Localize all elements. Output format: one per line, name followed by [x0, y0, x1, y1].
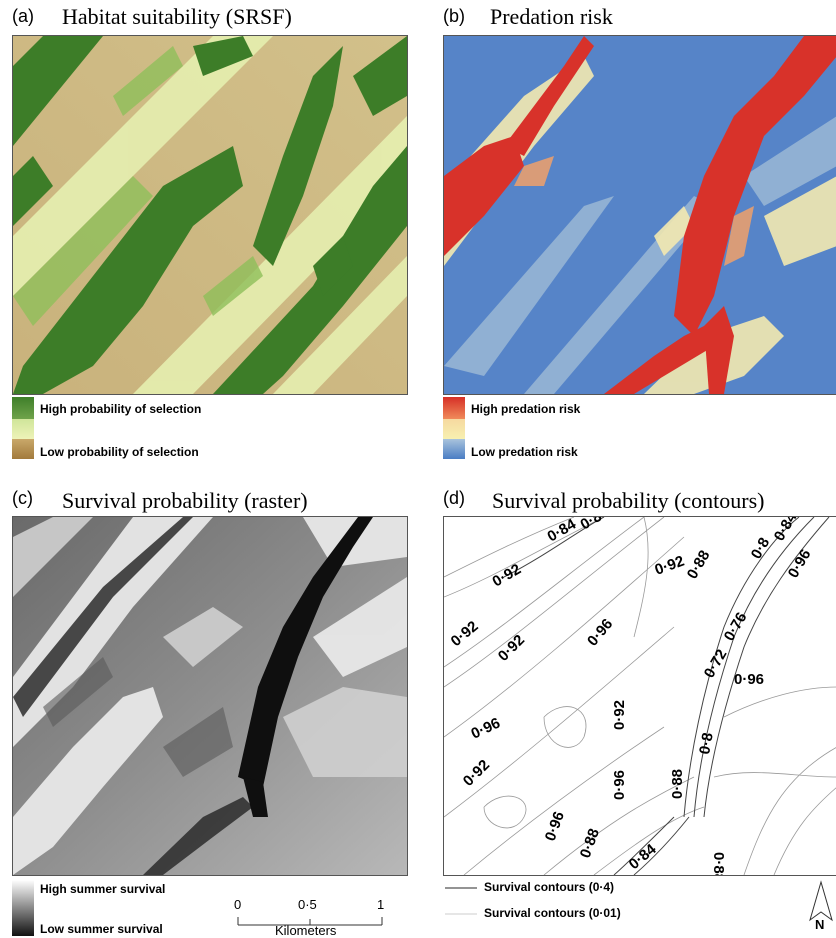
legend-survival-swatch [12, 880, 34, 936]
scale-unit-label: Kilometers [275, 923, 337, 938]
legend-high-predation-label: High predation risk [471, 402, 581, 416]
scale-tick-end: 1 [377, 897, 385, 912]
panel-c-title: Survival probability (raster) [62, 488, 308, 513]
legend-low-selection-swatch [12, 439, 34, 459]
scale-bar-line [237, 917, 383, 926]
panel-d-title: Survival probability (contours) [492, 488, 765, 513]
legend-contour-001-label: Survival contours (0·01) [484, 906, 621, 920]
legend-low-survival-label: Low summer survival [40, 922, 163, 936]
predation-risk-map [443, 35, 836, 395]
panel-c-label: (c) [12, 488, 33, 508]
legend-contour-001-line [445, 913, 477, 915]
contour-label: 0·92 [611, 700, 628, 730]
legend-mid-selection-swatch [12, 419, 34, 439]
contour-lines: 0·92 0·84 0·8 0·92 0·88 0·8 0·84 0·96 0·… [444, 517, 836, 875]
panel-b-label: (b) [443, 6, 465, 26]
contour-label: 0·8 [696, 731, 717, 755]
contour-label: 0·88 [710, 852, 727, 875]
habitat-suitability-map [12, 35, 408, 395]
contour-label: 0·96 [611, 770, 628, 800]
legend-contour-04-label: Survival contours (0·4) [484, 880, 615, 894]
legend-low-predation-swatch [443, 439, 465, 459]
legend-high-survival-label: High summer survival [40, 882, 166, 896]
legend-high-selection-label: High probability of selection [40, 402, 202, 416]
panel-b-title: Predation risk [490, 4, 613, 29]
legend-high-predation-swatch [443, 397, 465, 419]
contour-label: 0·96 [734, 671, 764, 688]
survival-raster-map [12, 516, 408, 876]
legend-contour-04-line [445, 887, 477, 889]
survival-contour-map: 0·92 0·84 0·8 0·92 0·88 0·8 0·84 0·96 0·… [443, 516, 836, 876]
legend-high-selection-swatch [12, 397, 34, 419]
panel-d-label: (d) [443, 488, 465, 508]
legend-low-predation-label: Low predation risk [471, 445, 578, 459]
legend-low-selection-label: Low probability of selection [40, 445, 199, 459]
panel-a-title: Habitat suitability (SRSF) [62, 4, 292, 29]
panel-a-label: (a) [12, 6, 34, 26]
north-arrow-label: N [815, 917, 825, 932]
scale-tick-0: 0 [234, 897, 242, 912]
legend-mid-predation-swatch [443, 419, 465, 439]
contour-label: 0·88 [669, 769, 686, 799]
scale-tick-mid: 0·5 [298, 897, 317, 912]
north-arrow-icon [809, 880, 833, 922]
